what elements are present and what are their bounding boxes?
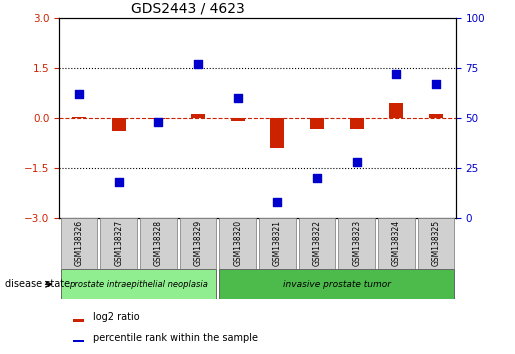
Bar	[191, 114, 205, 118]
Bar	[389, 103, 403, 118]
Text: percentile rank within the sample: percentile rank within the sample	[93, 332, 258, 343]
Text: GSM138322: GSM138322	[313, 220, 321, 266]
Bar	[299, 218, 335, 269]
Bar	[231, 118, 245, 121]
Bar	[61, 269, 216, 299]
Point	[154, 119, 163, 125]
Point	[352, 159, 360, 165]
Text: GSM138326: GSM138326	[75, 220, 83, 267]
Bar	[219, 269, 454, 299]
Bar	[140, 218, 177, 269]
Bar	[350, 118, 364, 129]
Bar	[100, 218, 137, 269]
Point	[313, 175, 321, 181]
Text: GSM138321: GSM138321	[273, 220, 282, 266]
Text: invasive prostate tumor: invasive prostate tumor	[283, 280, 391, 289]
Bar	[180, 218, 216, 269]
Bar	[219, 218, 256, 269]
Bar	[270, 118, 284, 148]
Bar	[418, 218, 454, 269]
Bar	[151, 118, 165, 119]
Bar	[259, 218, 296, 269]
Point	[273, 199, 281, 205]
Bar	[73, 339, 84, 342]
Text: GDS2443 / 4623: GDS2443 / 4623	[131, 1, 244, 15]
Text: GSM138324: GSM138324	[392, 220, 401, 267]
Point	[234, 95, 242, 101]
Text: disease state: disease state	[5, 279, 70, 289]
Text: GSM138323: GSM138323	[352, 220, 361, 267]
Text: prostate intraepithelial neoplasia: prostate intraepithelial neoplasia	[69, 280, 208, 289]
Point	[392, 71, 401, 76]
Bar	[112, 118, 126, 131]
Text: GSM138329: GSM138329	[194, 220, 202, 267]
Bar	[72, 117, 86, 118]
Bar	[61, 218, 97, 269]
Text: GSM138325: GSM138325	[432, 220, 440, 267]
Point	[114, 179, 123, 184]
Bar	[73, 319, 84, 322]
Point	[432, 81, 440, 86]
Text: GSM138320: GSM138320	[233, 220, 242, 267]
Bar	[429, 114, 443, 118]
Text: GSM138328: GSM138328	[154, 220, 163, 266]
Bar	[338, 218, 375, 269]
Bar	[310, 118, 324, 129]
Text: log2 ratio: log2 ratio	[93, 312, 140, 322]
Text: GSM138327: GSM138327	[114, 220, 123, 267]
Point	[75, 91, 83, 97]
Point	[194, 61, 202, 67]
Bar	[378, 218, 415, 269]
